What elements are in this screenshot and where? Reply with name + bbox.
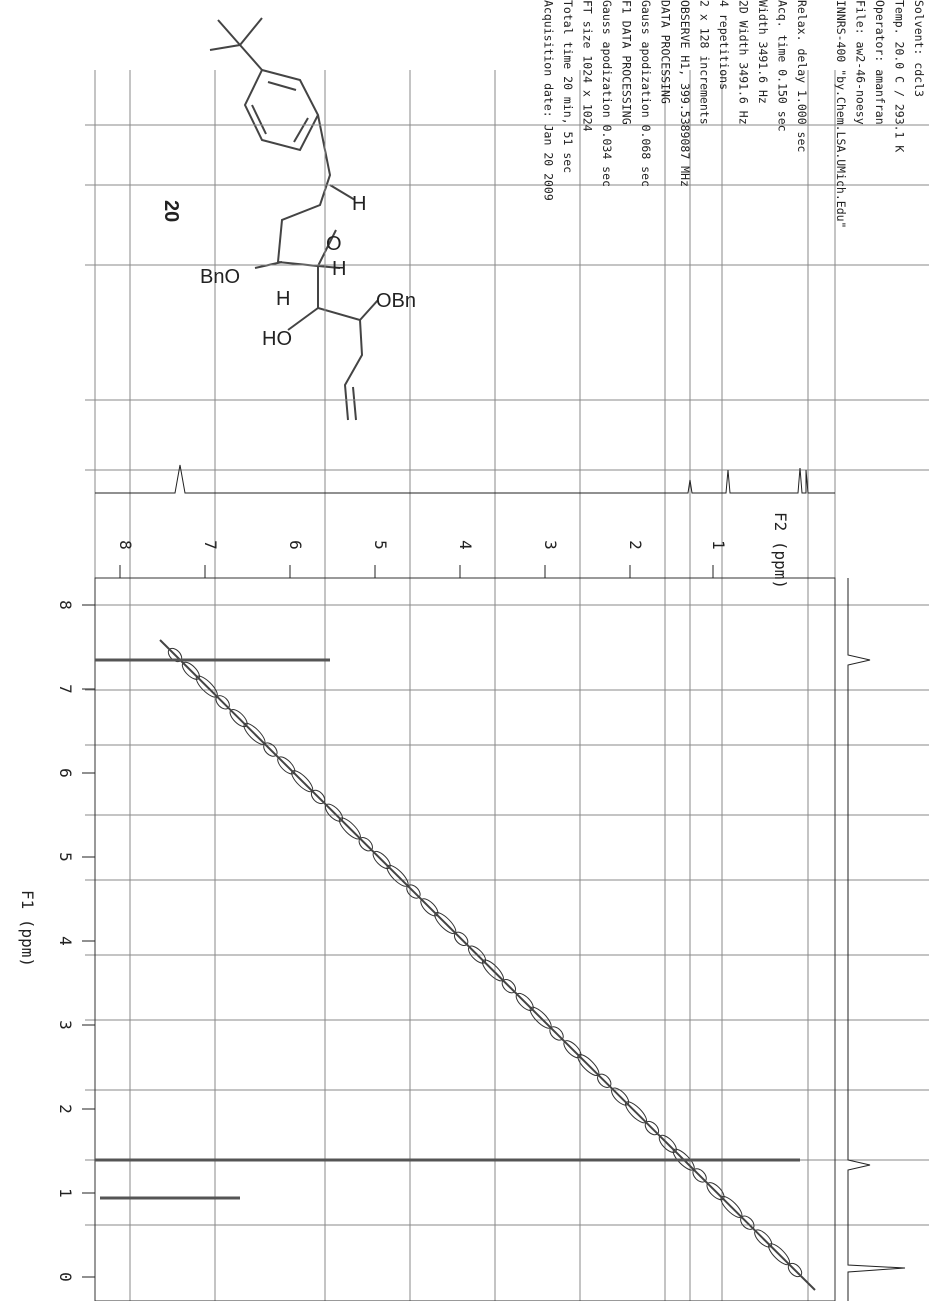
f1-tick-label: 3 xyxy=(56,1020,75,1030)
f2-tick-label: 2 xyxy=(626,540,645,550)
parameter-line: INNRS-400 "by.Chem.LSA.UMich.Edu" xyxy=(834,0,848,228)
f1-axis-label: F1 (ppm) xyxy=(18,890,37,967)
f1-tick-label: 8 xyxy=(56,600,75,610)
diagonal xyxy=(159,639,816,1291)
structure-bonds xyxy=(209,17,379,421)
parameter-line: Gauss apodization 0.068 sec xyxy=(639,0,653,187)
f2-tick-label: 6 xyxy=(286,540,305,550)
parameter-line: Solvent: cdcl3 xyxy=(912,0,926,97)
atom-label: OBn xyxy=(376,290,416,312)
f1-tick-label: 7 xyxy=(56,684,75,694)
projection-top xyxy=(95,464,835,494)
parameter-line: 2 x 128 increments xyxy=(698,0,712,125)
f1-tick-label: 2 xyxy=(56,1104,75,1114)
compound-label: 20 xyxy=(160,200,182,222)
f1-tick-label: 4 xyxy=(56,936,75,946)
parameter-line: 4 repetitions xyxy=(717,0,731,90)
f2-tick-label: 1 xyxy=(709,540,728,550)
f2-tick-label: 4 xyxy=(456,540,475,550)
parameter-line: Relax. delay 1.000 sec xyxy=(795,0,809,152)
parameter-line: Temp. 20.0 C / 293.1 K xyxy=(893,0,907,152)
atom-label: H xyxy=(352,193,366,215)
f2-tick-label: 5 xyxy=(371,540,390,550)
parameter-line: OBSERVE H1, 399.5389087 MHz xyxy=(678,0,692,187)
f2-tick-label: 8 xyxy=(116,540,135,550)
parameter-line: FT size 1024 x 1024 xyxy=(581,0,595,132)
f1-tick-label: 0 xyxy=(56,1272,75,1282)
f2-axis-label: F2 (ppm) xyxy=(771,512,790,589)
parameter-line: 2D Width 3491.6 Hz xyxy=(737,0,751,125)
projection-right xyxy=(847,578,906,1301)
parameter-line: Gauss apodization 0.034 sec xyxy=(600,0,614,187)
atom-label: H xyxy=(332,258,346,280)
plot-frame xyxy=(94,577,836,1301)
parameter-line: Acquisition date: Jan 20 2009 xyxy=(542,0,556,201)
parameter-line: DATA PROCESSING xyxy=(659,0,673,104)
f1-tick-label: 5 xyxy=(56,852,75,862)
atom-label: HO xyxy=(262,328,292,350)
f2-tick-label: 3 xyxy=(541,540,560,550)
atom-label: BnO xyxy=(200,266,240,288)
f2-tick-label: 7 xyxy=(201,540,220,550)
parameter-line: Total time 20 min, 51 sec xyxy=(561,0,575,173)
atom-label: H xyxy=(276,288,290,310)
parameter-line: File: aw2-46-noesy xyxy=(854,0,868,125)
parameter-line: F1 DATA PROCESSING xyxy=(620,0,634,125)
atom-label: O xyxy=(326,233,342,255)
parameter-line: Width 3491.6 Hz xyxy=(756,0,770,104)
plot xyxy=(82,70,929,1301)
f1-tick-label: 6 xyxy=(56,768,75,778)
parameter-line: Acq. time 0.150 sec xyxy=(776,0,790,132)
parameter-line: Operator: amanfran xyxy=(873,0,887,125)
f1-tick-label: 1 xyxy=(56,1188,75,1198)
